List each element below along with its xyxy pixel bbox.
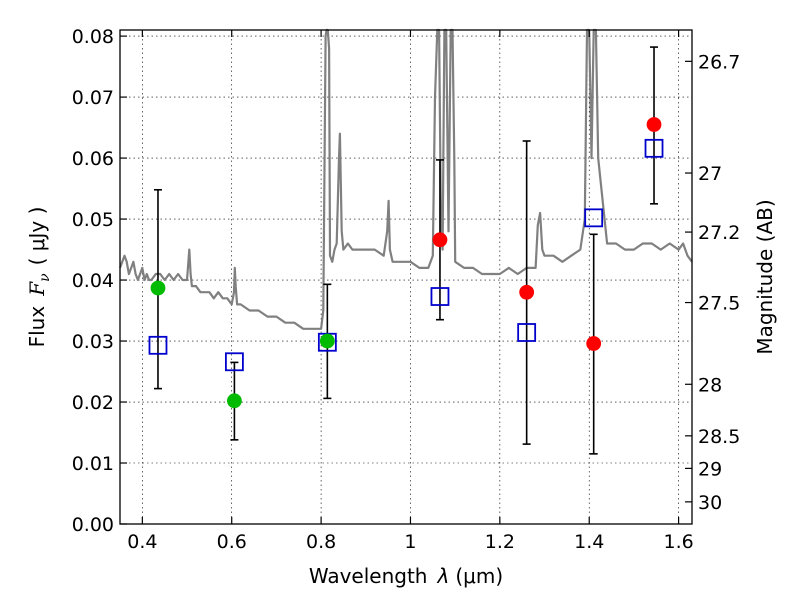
observed-flux-point: [319, 333, 335, 349]
x-axis-label: Wavelength λ (μm): [309, 564, 503, 588]
y2-tick-label: 28: [698, 374, 722, 396]
y-tick-label: 0.00: [72, 514, 114, 536]
x-tick-labels: 0.4 0.6 0.8 1 1.2 1.4 1.6: [127, 531, 693, 553]
model-photometry-square: [517, 323, 537, 342]
x-tick-label: 1: [404, 531, 416, 553]
model-photometry-square: [148, 335, 168, 355]
x-tick-label: 1.4: [574, 531, 604, 553]
y2-tick-label: 28.5: [698, 426, 740, 448]
plot-frame: [119, 29, 693, 525]
x-tick-label: 0.4: [127, 531, 157, 553]
y-tick-label: 0.03: [72, 331, 114, 353]
y2-tick-label: 30: [698, 492, 722, 514]
y2-axis-label: Magnitude (AB): [753, 199, 777, 354]
model-photometry-square: [224, 352, 244, 372]
y2-tick-label: 26.7: [698, 51, 740, 73]
y2-tick-label: 27: [698, 163, 722, 185]
x-tick-label: 0.8: [306, 531, 336, 553]
y-tick-label: 0.05: [72, 209, 114, 231]
model-spectrum-line: [118, 28, 693, 330]
y-tick-label: 0.02: [72, 392, 114, 414]
observed-flux-point: [150, 280, 166, 296]
model-spectrum: [118, 28, 693, 330]
grid: [120, 30, 692, 524]
y-tick-label: 0.06: [72, 148, 114, 170]
model-photometry-square: [644, 138, 664, 158]
observed-flux-point: [646, 117, 662, 132]
observed-flux-point: [226, 393, 242, 409]
observed-flux-markers: [150, 117, 662, 409]
y-tick-label: 0.04: [72, 270, 114, 292]
y-tick-label: 0.01: [72, 453, 114, 475]
y-tick-label: 0.07: [72, 87, 114, 109]
observed-flux-point: [432, 232, 448, 248]
x-tick-label: 1.2: [485, 531, 515, 553]
y-axis-label: FluxFν( μJy ): [25, 207, 53, 348]
y2-tick-label: 29: [698, 458, 722, 480]
y-tick-labels: 0.00 0.01 0.02 0.03 0.04 0.05 0.06 0.07 0.08: [72, 26, 114, 536]
y-tick-label: 0.08: [72, 26, 114, 48]
x-tick-label: 0.6: [217, 531, 247, 553]
y2-tick-label: 27.5: [698, 293, 740, 315]
model-photometry-square: [430, 287, 450, 306]
observed-flux-point: [519, 284, 535, 300]
y2-tick-label: 27.2: [698, 222, 740, 244]
error-bars: [153, 46, 659, 455]
x-tick-label: 1.6: [663, 531, 693, 553]
model-photometry-square: [584, 208, 604, 228]
axis-ticks: [120, 30, 692, 525]
observed-flux-point: [586, 336, 602, 351]
y2-tick-labels: 26.7 27 27.2 27.5 28 28.5 29 30: [698, 51, 740, 514]
